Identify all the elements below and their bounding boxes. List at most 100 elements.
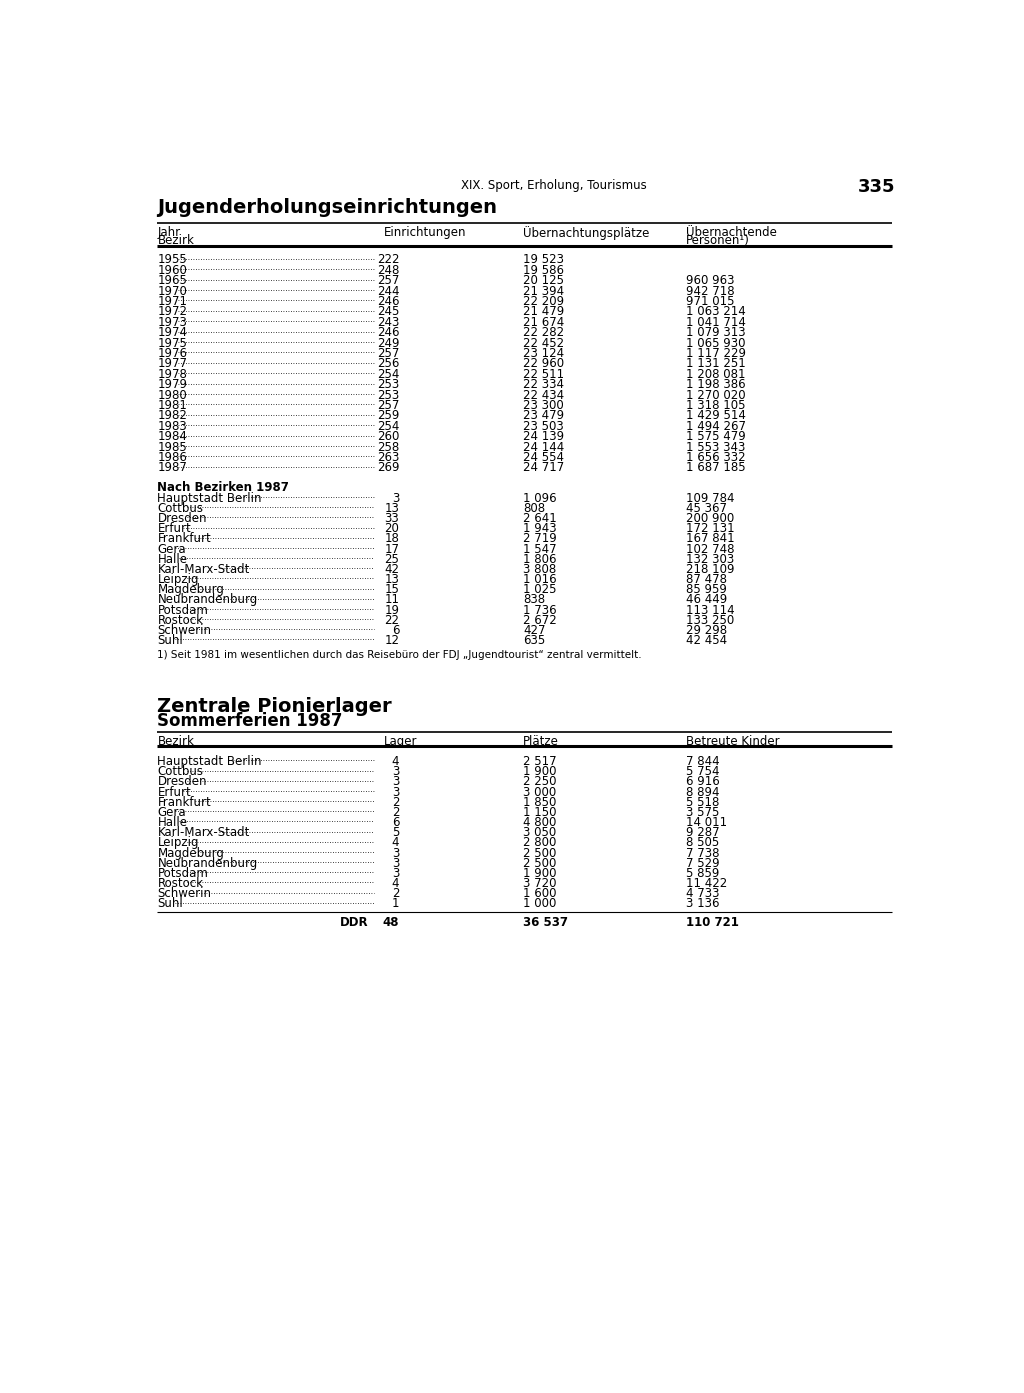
- Text: 222: 222: [377, 254, 399, 266]
- Text: Hauptstadt Berlin: Hauptstadt Berlin: [158, 755, 262, 768]
- Text: Neubrandenburg: Neubrandenburg: [158, 857, 258, 869]
- Text: Gera: Gera: [158, 807, 186, 819]
- Text: 11: 11: [384, 593, 399, 606]
- Text: 2 800: 2 800: [523, 836, 557, 850]
- Text: 1987: 1987: [158, 461, 187, 474]
- Text: 1 096: 1 096: [523, 492, 557, 504]
- Text: 3: 3: [392, 786, 399, 798]
- Text: Dresden: Dresden: [158, 776, 207, 788]
- Text: 4: 4: [392, 836, 399, 850]
- Text: 3: 3: [392, 847, 399, 859]
- Text: Dresden: Dresden: [158, 513, 207, 525]
- Text: 3 000: 3 000: [523, 786, 556, 798]
- Text: 1 063 214: 1 063 214: [686, 305, 745, 319]
- Text: 1 575 479: 1 575 479: [686, 430, 745, 443]
- Text: 245: 245: [377, 305, 399, 319]
- Text: Cottbus: Cottbus: [158, 765, 204, 779]
- Text: 23 300: 23 300: [523, 398, 564, 412]
- Text: 21 674: 21 674: [523, 316, 564, 329]
- Text: 2 517: 2 517: [523, 755, 557, 768]
- Text: 1 943: 1 943: [523, 522, 557, 535]
- Text: 1 079 313: 1 079 313: [686, 326, 745, 338]
- Text: 2: 2: [392, 807, 399, 819]
- Text: 102 748: 102 748: [686, 542, 734, 556]
- Text: 248: 248: [377, 263, 399, 277]
- Text: 1985: 1985: [158, 440, 187, 454]
- Text: 1 656 332: 1 656 332: [686, 451, 745, 464]
- Text: 257: 257: [377, 347, 399, 359]
- Text: 5 754: 5 754: [686, 765, 720, 779]
- Text: 5 518: 5 518: [686, 795, 720, 809]
- Text: 9 287: 9 287: [686, 826, 720, 839]
- Text: 1984: 1984: [158, 430, 187, 443]
- Text: 253: 253: [377, 389, 399, 401]
- Text: 1977: 1977: [158, 358, 187, 371]
- Text: Jahr: Jahr: [158, 226, 180, 238]
- Text: 6 916: 6 916: [686, 776, 720, 788]
- Text: Lager: Lager: [384, 736, 417, 748]
- Text: 244: 244: [377, 284, 399, 298]
- Text: 249: 249: [377, 337, 399, 350]
- Text: 256: 256: [377, 358, 399, 371]
- Text: 22 334: 22 334: [523, 378, 564, 391]
- Text: 200 900: 200 900: [686, 513, 734, 525]
- Text: 1 318 105: 1 318 105: [686, 398, 745, 412]
- Text: 22 434: 22 434: [523, 389, 564, 401]
- Text: 1 065 930: 1 065 930: [686, 337, 745, 350]
- Text: Potsdam: Potsdam: [158, 603, 208, 617]
- Text: Karl-Marx-Stadt: Karl-Marx-Stadt: [158, 563, 250, 575]
- Text: 1 547: 1 547: [523, 542, 557, 556]
- Text: Frankfurt: Frankfurt: [158, 532, 211, 546]
- Text: 1965: 1965: [158, 274, 187, 287]
- Text: 22 209: 22 209: [523, 295, 564, 308]
- Text: 1 736: 1 736: [523, 603, 557, 617]
- Text: 12: 12: [384, 634, 399, 646]
- Text: 1 198 386: 1 198 386: [686, 378, 745, 391]
- Text: Schwerin: Schwerin: [158, 624, 211, 637]
- Text: 1: 1: [392, 897, 399, 911]
- Text: 14 011: 14 011: [686, 816, 727, 829]
- Text: 218 109: 218 109: [686, 563, 734, 575]
- Text: 42: 42: [384, 563, 399, 575]
- Text: 1981: 1981: [158, 398, 187, 412]
- Text: 13: 13: [384, 501, 399, 515]
- Text: 22: 22: [384, 614, 399, 627]
- Text: Halle: Halle: [158, 816, 187, 829]
- Text: 22 282: 22 282: [523, 326, 564, 338]
- Text: 48: 48: [383, 917, 399, 929]
- Text: Übernachtende: Übernachtende: [686, 226, 777, 238]
- Text: 22 452: 22 452: [523, 337, 564, 350]
- Text: 1971: 1971: [158, 295, 187, 308]
- Text: Karl-Marx-Stadt: Karl-Marx-Stadt: [158, 826, 250, 839]
- Text: 1978: 1978: [158, 368, 187, 380]
- Text: Rostock: Rostock: [158, 878, 204, 890]
- Text: Übernachtungsplätze: Übernachtungsplätze: [523, 226, 649, 240]
- Text: 3 136: 3 136: [686, 897, 720, 911]
- Text: 1980: 1980: [158, 389, 187, 401]
- Text: 20 125: 20 125: [523, 274, 564, 287]
- Text: 33: 33: [384, 513, 399, 525]
- Text: Halle: Halle: [158, 553, 187, 566]
- Text: 24 139: 24 139: [523, 430, 564, 443]
- Text: Hauptstadt Berlin: Hauptstadt Berlin: [158, 492, 262, 504]
- Text: 4 733: 4 733: [686, 887, 720, 900]
- Text: 87 478: 87 478: [686, 573, 727, 586]
- Text: Bezirk: Bezirk: [158, 234, 195, 247]
- Text: 172 131: 172 131: [686, 522, 734, 535]
- Text: Rostock: Rostock: [158, 614, 204, 627]
- Text: 254: 254: [377, 368, 399, 380]
- Text: 243: 243: [377, 316, 399, 329]
- Text: 25: 25: [384, 553, 399, 566]
- Text: 1 553 343: 1 553 343: [686, 440, 745, 454]
- Text: 1 900: 1 900: [523, 765, 557, 779]
- Text: 1 270 020: 1 270 020: [686, 389, 745, 401]
- Text: 2 250: 2 250: [523, 776, 557, 788]
- Text: 2 641: 2 641: [523, 513, 557, 525]
- Text: 1983: 1983: [158, 419, 187, 433]
- Text: Magdeburg: Magdeburg: [158, 584, 224, 596]
- Text: 1 208 081: 1 208 081: [686, 368, 745, 380]
- Text: 1970: 1970: [158, 284, 187, 298]
- Text: 2 719: 2 719: [523, 532, 557, 546]
- Text: 113 114: 113 114: [686, 603, 734, 617]
- Text: 1 041 714: 1 041 714: [686, 316, 745, 329]
